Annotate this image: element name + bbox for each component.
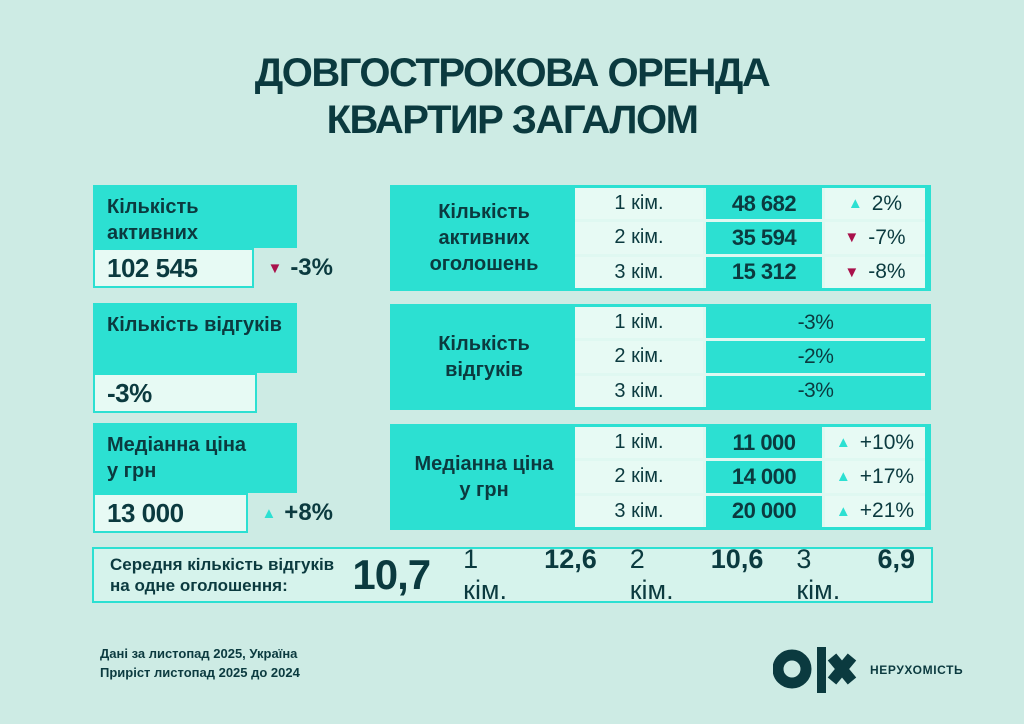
room-value: 10,6 [710, 544, 764, 574]
up-arrow-icon: ▲ [835, 502, 851, 520]
room-label: 3 кім. [575, 495, 703, 527]
reviews-summary-bar: Середня кількість відгуків на одне оголо… [92, 544, 933, 606]
table-grid: 1 кім. 48 682 ▲ 2% 2 кім. 35 594 ▼ -7% 3… [575, 188, 925, 288]
up-arrow-icon: ▲ [847, 195, 863, 213]
table-reviews-label: Кількість відгуків [393, 307, 575, 407]
room-label: 1 кім. [463, 544, 507, 605]
table-label-line: у грн [459, 479, 509, 501]
footer-notes: Дані за листопад 2025, Україна Приріст л… [100, 644, 300, 682]
page-title: ДОВГОСТРОКОВА ОРЕНДА КВАРТИР ЗАГАЛОМ [0, 50, 1024, 144]
room-label: 2 кім. [575, 461, 703, 493]
table-active-listings: Кількість активних оголошень 1 кім. 48 6… [390, 185, 931, 291]
card-label-line: Медіанна ціна [107, 434, 247, 456]
room-label: 3 кім. [575, 375, 703, 407]
footer-note-line2: Приріст листопад 2025 до 2024 [100, 665, 300, 680]
summary-bar-item: 2 кім. 10,6 [630, 544, 764, 606]
table-label-line: оголошень [429, 253, 539, 275]
olx-logo-icon [773, 647, 857, 693]
summary-bar-total: 10,7 [352, 551, 431, 598]
table-label-line: Медіанна ціна [414, 453, 554, 475]
change-value: +17% [859, 464, 915, 488]
summary-bar-item: 1 кім. 12,6 [463, 544, 597, 606]
down-arrow-icon: ▼ [844, 263, 860, 281]
change-cell: ▲ 2% [825, 188, 925, 220]
page-title-line1: ДОВГОСТРОКОВА ОРЕНДА [254, 51, 771, 95]
up-arrow-icon: ▲ [835, 468, 851, 486]
table-grid: 1 кім. -3% 2 кім. -2% 3 кім. -3% [575, 307, 925, 407]
footer-note-line1: Дані за листопад 2025, Україна [100, 646, 298, 661]
card-median-price: Медіанна ціна у грн 13 000 ▲ +8% [93, 423, 333, 533]
change-value: +8% [284, 499, 333, 526]
up-arrow-icon: ▲ [835, 434, 851, 452]
value-cell: 15 312 [706, 256, 822, 288]
change-cell: -3% [706, 375, 925, 407]
card-label-line: у грн [107, 460, 157, 482]
room-label: 1 кім. [575, 307, 703, 339]
value-cell: 48 682 [706, 188, 822, 220]
summary-bar-item: 3 кім. 6,9 [796, 544, 915, 606]
card-reviews: Кількість відгуків -3% [93, 303, 333, 413]
change-cell: -3% [706, 307, 925, 339]
room-label: 2 кім. [575, 222, 703, 254]
room-label: 3 кім. [796, 544, 841, 605]
room-label: 2 кім. [575, 341, 703, 373]
room-value: 12,6 [544, 544, 597, 574]
room-label: 2 кім. [629, 544, 674, 605]
change-cell: ▲ +10% [825, 427, 925, 459]
change-value: -3% [290, 254, 333, 281]
value-cell: 14 000 [706, 461, 822, 493]
room-label: 1 кім. [575, 427, 703, 459]
table-median-price: Медіанна ціна у грн 1 кім. 11 000 ▲ +10%… [390, 424, 931, 530]
table-label-line: Кількість [438, 333, 530, 355]
change-cell: ▲ +21% [825, 495, 925, 527]
value-cell: 11 000 [706, 427, 822, 459]
table-label-line: активних [438, 227, 530, 249]
table-grid: 1 кім. 11 000 ▲ +10% 2 кім. 14 000 ▲ +17… [575, 427, 925, 527]
change-value: +21% [859, 499, 915, 523]
table-median-price-label: Медіанна ціна у грн [393, 427, 575, 527]
room-label: 3 кім. [575, 256, 703, 288]
summary-bar-label-line2: на одне оголошення: [110, 576, 288, 595]
value-cell: 35 594 [706, 222, 822, 254]
room-value: 6,9 [877, 544, 915, 574]
brand-block: НЕРУХОМІСТЬ [773, 645, 963, 695]
card-active-listings: Кількість активних оголошень 102 545 ▼ -… [93, 185, 333, 288]
card-value-row: 102 545 ▼ -3% [93, 248, 333, 288]
change-value: -8% [868, 260, 906, 284]
down-arrow-icon: ▼ [844, 229, 860, 247]
page-title-line2: КВАРТИР ЗАГАЛОМ [326, 98, 699, 142]
table-label-line: Кількість [438, 201, 530, 223]
change-cell: -2% [706, 341, 925, 373]
summary-bar-label: Середня кількість відгуків на одне оголо… [110, 554, 344, 596]
card-value-row: -3% [93, 373, 333, 413]
card-active-listings-change: ▼ -3% [267, 254, 333, 282]
up-arrow-icon: ▲ [261, 504, 277, 522]
card-label-line: Кількість відгуків [107, 314, 282, 336]
card-value-row: 13 000 ▲ +8% [93, 493, 333, 533]
table-label-line: відгуків [445, 359, 523, 381]
change-value: +10% [859, 430, 915, 454]
change-cell: ▼ -8% [825, 256, 925, 288]
card-active-listings-value: 102 545 [93, 248, 255, 288]
value-cell: 20 000 [706, 495, 822, 527]
card-median-price-change: ▲ +8% [261, 499, 333, 527]
card-reviews-label: Кількість відгуків [93, 303, 297, 373]
room-label: 1 кім. [575, 188, 703, 220]
change-value: -7% [868, 225, 906, 249]
card-active-listings-label: Кількість активних оголошень [93, 185, 297, 270]
summary-bar-label-line1: Середня кількість відгуків [110, 555, 335, 574]
card-median-price-value: 13 000 [93, 493, 249, 533]
change-cell: ▲ +17% [825, 461, 925, 493]
change-value: 2% [871, 191, 903, 215]
down-arrow-icon: ▼ [267, 259, 283, 277]
card-median-price-label: Медіанна ціна у грн [93, 423, 297, 493]
card-reviews-value: -3% [93, 373, 257, 413]
table-active-listings-label: Кількість активних оголошень [393, 188, 575, 288]
change-cell: ▼ -7% [825, 222, 925, 254]
card-label-line: Кількість активних [107, 196, 199, 244]
table-reviews: Кількість відгуків 1 кім. -3% 2 кім. -2%… [390, 304, 931, 410]
brand-name: НЕРУХОМІСТЬ [870, 663, 964, 677]
